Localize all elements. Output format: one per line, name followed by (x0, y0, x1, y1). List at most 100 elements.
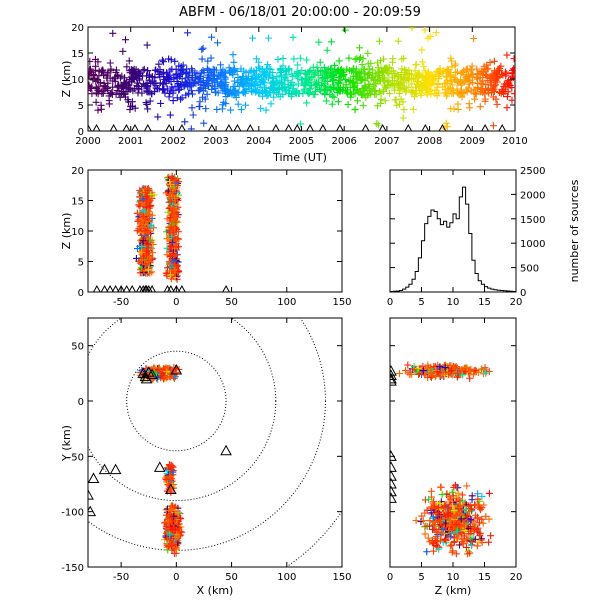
source-point (150, 80, 158, 88)
source-point (241, 101, 249, 109)
x-tick-label: -50 (113, 572, 129, 583)
source-point (148, 211, 156, 219)
sensor-marker (390, 372, 397, 384)
source-point (481, 364, 489, 372)
source-point (429, 500, 437, 508)
source-point (257, 104, 265, 112)
source-point (155, 71, 163, 79)
source-point (249, 34, 257, 42)
source-point (443, 504, 451, 512)
source-point (412, 72, 420, 80)
sensor-marker (88, 472, 100, 483)
source-point (166, 111, 174, 119)
source-point (226, 66, 234, 74)
source-point (141, 189, 149, 197)
source-point (428, 537, 436, 545)
source-point (466, 367, 474, 375)
source-point (183, 74, 191, 82)
source-point (232, 87, 240, 95)
source-point (478, 365, 486, 373)
source-point (174, 509, 182, 517)
source-point (338, 69, 346, 77)
sensor-marker (421, 123, 430, 131)
source-point (169, 238, 177, 246)
source-point (303, 56, 311, 64)
source-point (140, 65, 148, 73)
source-point (170, 549, 178, 557)
source-point (351, 55, 359, 63)
source-point (224, 85, 232, 93)
source-point (442, 79, 450, 87)
plan-view-xlabel: X (km) (197, 584, 234, 597)
source-point (412, 83, 420, 91)
source-point (496, 64, 504, 72)
source-point (508, 84, 515, 92)
source-point (479, 519, 487, 527)
y-tick-label: -100 (61, 508, 84, 519)
source-point (92, 98, 100, 106)
source-point (168, 526, 176, 534)
source-point (489, 122, 497, 130)
source-point (386, 81, 394, 89)
source-point (131, 104, 139, 112)
source-point (451, 62, 459, 70)
source-point (452, 550, 460, 558)
source-point (459, 540, 467, 548)
y-tick-label: 5 (78, 258, 84, 269)
source-point (336, 79, 344, 87)
sensor-marker (88, 123, 92, 131)
source-point (421, 27, 429, 34)
x-tick-label: 2006 (331, 136, 356, 147)
source-point (376, 100, 384, 108)
source-point (144, 196, 152, 204)
sensor-marker (109, 123, 118, 131)
sensor-marker (92, 123, 101, 131)
source-point (269, 68, 277, 76)
source-point (442, 519, 450, 527)
source-point (473, 542, 481, 550)
source-point (482, 81, 490, 89)
source-point (196, 98, 204, 106)
source-point (359, 55, 367, 63)
source-point (467, 541, 475, 549)
source-point (125, 57, 133, 65)
source-point (201, 95, 209, 103)
source-point (493, 68, 501, 76)
source-point (139, 80, 147, 88)
source-point (432, 68, 440, 76)
source-point (231, 82, 239, 90)
source-point (154, 113, 162, 121)
source-point (209, 76, 217, 84)
source-point (119, 47, 127, 55)
sensor-marker (170, 363, 183, 375)
plan-view-panel: -50 0 50 100 150 -150 -100 -50 0 50 X (km) Y (km) (60, 317, 352, 597)
source-point (142, 261, 150, 269)
source-point (315, 38, 323, 46)
source-point (419, 517, 427, 525)
source-point (330, 93, 338, 101)
source-point (451, 481, 459, 489)
source-point (453, 68, 461, 76)
histogram-line (389, 186, 516, 293)
source-point (412, 517, 420, 525)
source-point (120, 89, 128, 97)
source-point (454, 105, 462, 113)
source-point (393, 79, 401, 87)
source-point (432, 29, 440, 37)
y-tick-label: -150 (61, 563, 84, 574)
source-point (386, 90, 394, 98)
source-point (335, 57, 343, 65)
source-point (323, 46, 331, 54)
source-point (163, 368, 171, 376)
source-point (466, 502, 474, 510)
source-point (88, 65, 95, 73)
source-point (100, 80, 108, 88)
source-point (452, 69, 460, 77)
source-point (503, 93, 511, 101)
source-point (447, 532, 455, 540)
x-tick-label: 15 (478, 572, 491, 583)
source-point (135, 83, 143, 91)
source-point (423, 85, 431, 93)
source-point (167, 223, 175, 231)
source-point (305, 67, 313, 75)
